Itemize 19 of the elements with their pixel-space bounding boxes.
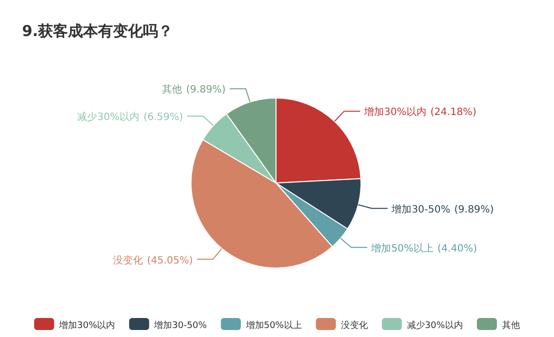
data-label: (9.89%) xyxy=(454,204,494,216)
legend-label: 增加30%以内 xyxy=(58,320,116,331)
slice-label: 减少30%以内 xyxy=(77,111,140,124)
slice-label: 增加50%以上 xyxy=(370,242,434,254)
data-label: (45.05%) xyxy=(146,255,194,266)
chart-title: 9.获客成本有变化吗？ xyxy=(22,22,174,40)
data-label: (4.40%) xyxy=(437,243,478,254)
legend-label: 增加30-50% xyxy=(153,320,208,331)
legend-label: 没变化 xyxy=(340,320,368,331)
slice-label: 没变化 xyxy=(112,254,143,266)
legend-label: 增加50%以上 xyxy=(244,320,302,331)
legend-label: 其他 xyxy=(502,320,520,331)
slice-label: 增加30-50% xyxy=(390,203,450,216)
data-label: (9.89%) xyxy=(186,84,226,96)
legend-label: 减少30%以内 xyxy=(406,320,463,331)
slice-label: 增加30%以内 xyxy=(363,106,426,118)
data-label: (24.18%) xyxy=(430,107,476,118)
slice-label: 其他 xyxy=(162,84,182,96)
data-label: (6.59%) xyxy=(143,112,184,124)
